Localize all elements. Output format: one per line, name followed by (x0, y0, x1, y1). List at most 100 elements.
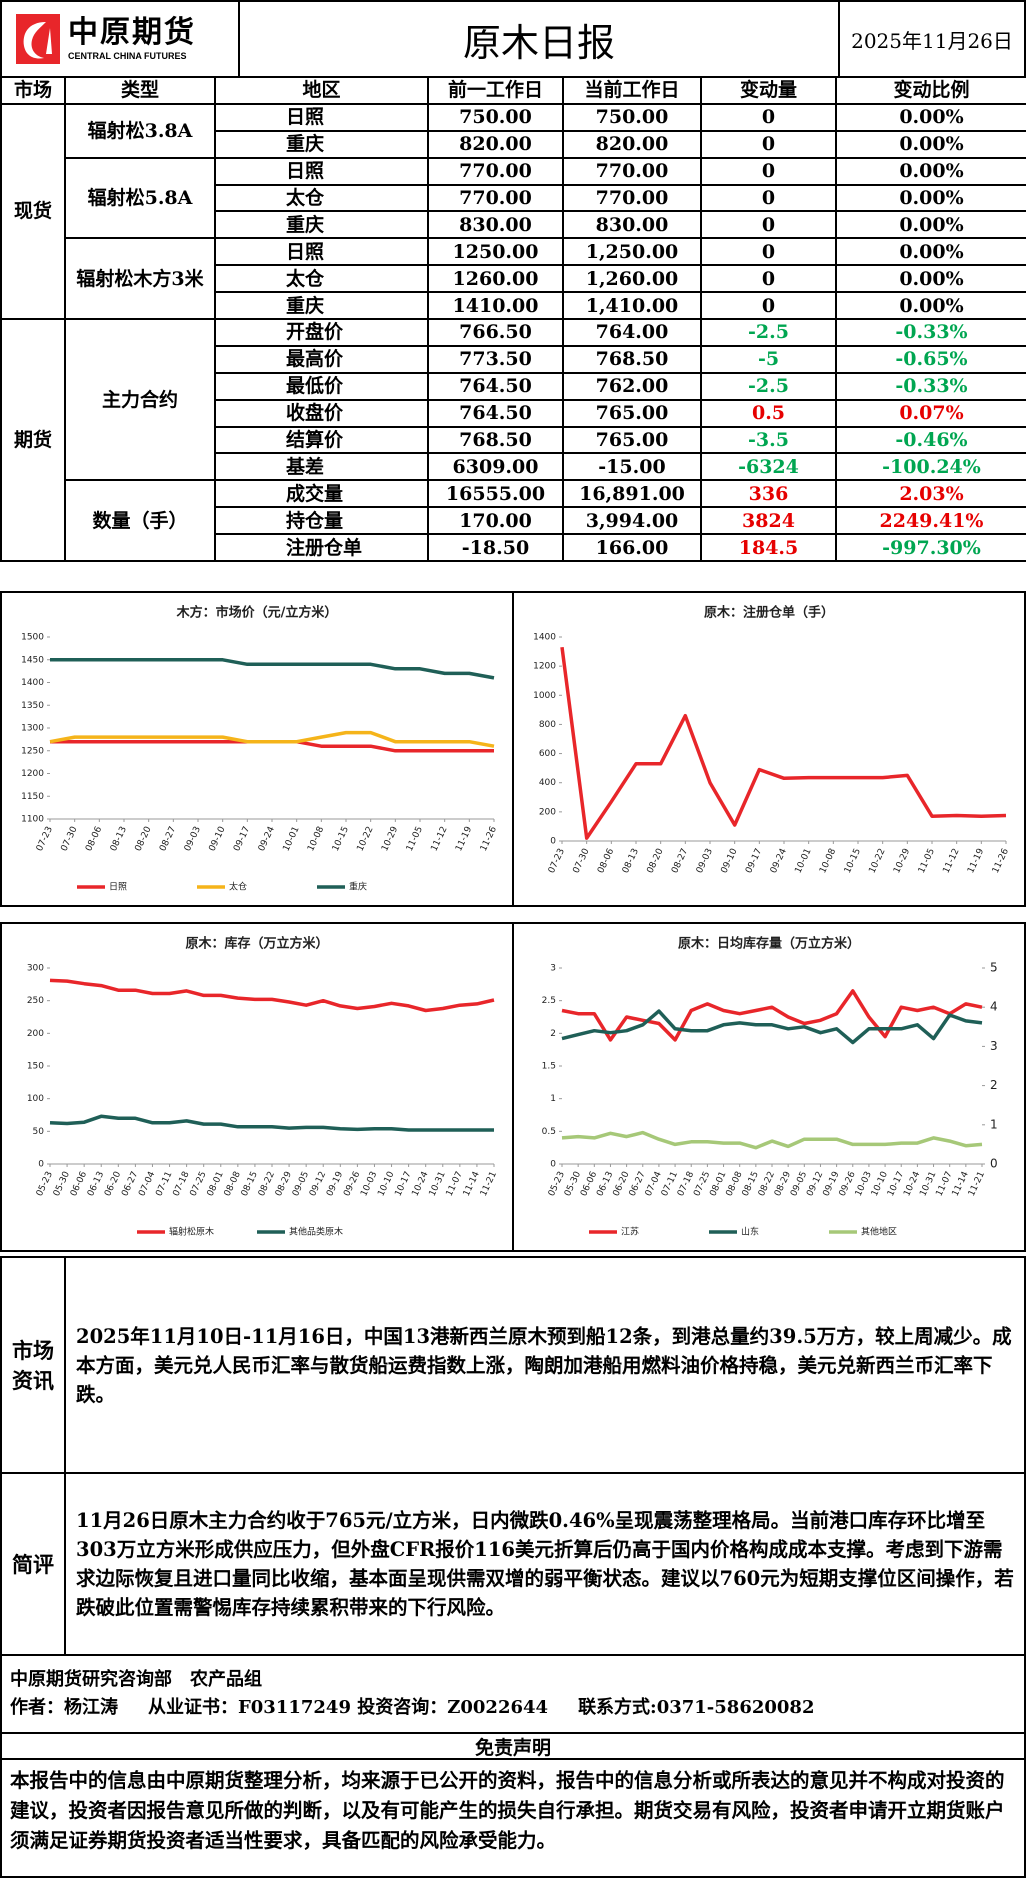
value-cell: 0 (700, 264, 837, 294)
legend-label: 其他地区 (861, 1226, 897, 1238)
x-tick-label: 10-29 (380, 825, 400, 853)
x-tick-label: 11-12 (430, 825, 450, 853)
y2-tick-label: 2 (990, 1078, 998, 1092)
series-line (50, 658, 495, 680)
value-cell: -0.46% (835, 425, 1026, 455)
value-cell: -15.00 (562, 452, 702, 482)
value-cell: 830.00 (562, 210, 702, 240)
value-cell: 0 (700, 156, 837, 186)
value-cell: 768.50 (562, 344, 702, 374)
y-tick-label: 1.5 (542, 1062, 556, 1072)
table-row: 太仓 770.00 770.00 0 0.00% (1, 183, 1026, 213)
value-cell: 1410.00 (427, 291, 564, 321)
y2-tick-label: 1 (990, 1117, 998, 1131)
value-cell: 0.5 (700, 398, 837, 428)
value-cell: -0.65% (835, 344, 1026, 374)
value-cell: -2.5 (700, 318, 837, 347)
logo-text: 中原期货 CENTRAL CHINA FUTURES (68, 17, 196, 61)
value-cell: 764.50 (427, 371, 564, 401)
y-tick-label: 300 (27, 964, 44, 974)
type-cell: 主力合约 (64, 318, 216, 482)
value-cell: 820.00 (427, 129, 564, 159)
value-cell: 2.03% (835, 479, 1026, 509)
region-cell: 成交量 (214, 479, 429, 509)
x-tick-label: 11-19 (454, 825, 474, 853)
table-row: 基差 6309.00 -15.00 -6324 -100.24% (1, 452, 1026, 482)
value-cell: 750.00 (562, 102, 702, 132)
report-date: 2025年11月26日 (838, 0, 1026, 78)
y-tick-label: 1450 (21, 655, 44, 665)
y-tick-label: 1200 (21, 769, 44, 779)
legend-label: 重庆 (349, 881, 367, 893)
column-header: 地区 (214, 76, 429, 105)
value-cell: 762.00 (562, 371, 702, 401)
y-tick-label: 200 (539, 807, 556, 817)
value-cell: 170.00 (427, 506, 564, 536)
value-cell: 16555.00 (427, 479, 564, 509)
x-tick-label: 11-05 (917, 847, 937, 875)
value-cell: 764.00 (562, 318, 702, 347)
column-header: 类型 (64, 76, 216, 105)
logo-icon (16, 14, 60, 64)
y-tick-label: 0 (38, 1160, 44, 1170)
y-tick-label: 1250 (21, 746, 44, 756)
chart: 木方：市场价（元/立方米） 1100 1150 1200 1250 1300 1350 140… (21, 605, 499, 893)
footer: 中原期货研究咨询部 农产品组 作者：杨江涛 从业证书：F03117249 投资咨询… (0, 1654, 1026, 1734)
legend-label: 山东 (741, 1226, 759, 1238)
price-table: 市场 类型 地区 前一工作日 当前工作日 变动量 变动比例 现货 辐射松3.8A 日照 750.00… (0, 76, 1026, 563)
y-tick-label: 1 (550, 1094, 556, 1104)
y-tick-label: 1150 (21, 792, 44, 802)
y-tick-label: 800 (539, 720, 556, 730)
value-cell: 764.50 (427, 398, 564, 428)
column-header: 当前工作日 (562, 76, 702, 105)
region-cell: 持仓量 (214, 506, 429, 536)
footer-items: 作者：杨江涛 从业证书：F03117249 投资咨询：Z0022644 联系方式:0… (10, 1694, 1016, 1722)
table-row: 现货 辐射松3.8A 日照 750.00 750.00 0 0.00% (0, 102, 1026, 321)
y-tick-label: 1500 (21, 633, 44, 643)
value-cell: 0 (700, 237, 837, 267)
value-cell: 336 (700, 479, 837, 509)
value-cell: -18.50 (427, 533, 564, 563)
region-cell: 收盘价 (214, 398, 429, 428)
y-tick-label: 100 (27, 1094, 44, 1104)
type-cell: 数量（手） (64, 479, 216, 563)
x-tick-label: 11-19 (966, 847, 986, 875)
value-cell: 0 (700, 291, 837, 321)
chart: 原木：日均库存量（万立方米）00.511.522.5301234505-2305… (542, 936, 998, 1238)
market-cell: 期货 (0, 318, 66, 563)
comment-label: 简评 (2, 1474, 66, 1654)
series-line (49, 1114, 494, 1132)
x-tick-label: 11-12 (942, 847, 962, 875)
x-tick-label: 07-23 (35, 825, 55, 853)
value-cell: 184.5 (700, 533, 837, 563)
column-header: 前一工作日 (427, 76, 564, 105)
value-cell: -0.33% (835, 371, 1026, 401)
chart: 原木：注册仓单（手） 0 200 400 600 800 1000 1200 1400 07-23… (533, 605, 1011, 876)
chart-panel: 原木：注册仓单（手） 0 200 400 600 800 1000 1200 1400 07-23… (512, 591, 1026, 907)
x-tick-label: 11-26 (479, 825, 499, 853)
report-title: 原木日报 (238, 0, 840, 78)
legend-label: 日照 (109, 882, 127, 893)
value-cell: 750.00 (427, 102, 564, 132)
x-tick-label: 10-08 (306, 825, 326, 853)
value-cell: -997.30% (835, 533, 1026, 563)
y-tick-label: 0 (550, 837, 556, 847)
value-cell: 0 (700, 183, 837, 213)
x-tick-label: 10-01 (794, 847, 814, 875)
y-tick-label: 200 (27, 1029, 44, 1039)
news-section: 市场资讯 2025年11月10日-11月16日，中国13港新西兰原木预到船12条… (0, 1256, 1026, 1474)
y-tick-label: 3 (550, 964, 556, 974)
value-cell: 0.00% (835, 210, 1026, 240)
table-row: 太仓 1260.00 1,260.00 0 0.00% (1, 264, 1026, 294)
value-cell: -6324 (700, 452, 837, 482)
x-tick-label: 10-01 (282, 825, 302, 853)
value-cell: 0.00% (835, 156, 1026, 186)
value-cell: 1260.00 (427, 264, 564, 294)
value-cell: 766.50 (427, 318, 564, 347)
column-header: 变动比例 (835, 76, 1026, 105)
value-cell: 3824 (700, 506, 837, 536)
logo-en: CENTRAL CHINA FUTURES (68, 50, 187, 61)
y-tick-label: 150 (27, 1062, 44, 1072)
x-tick-label: 09-17 (232, 825, 252, 853)
table-row: 持仓量 170.00 3,994.00 3824 2249.41% (1, 506, 1026, 536)
